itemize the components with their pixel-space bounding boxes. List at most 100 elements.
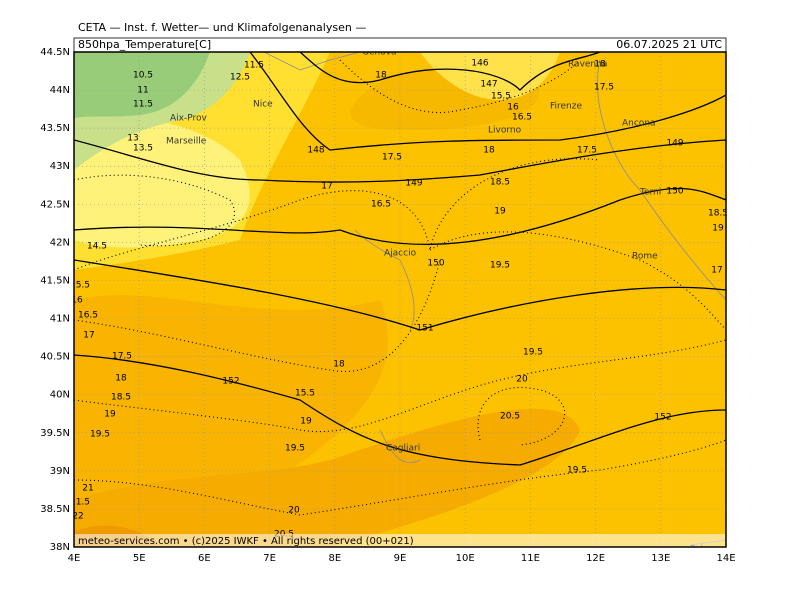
contour-label: 21.5 (70, 498, 90, 508)
contour-label: 19.5 (90, 430, 110, 440)
field-title: 850hpa_Temperature[C] (78, 38, 211, 51)
lat-label: 43N (50, 161, 70, 172)
contour-label: 13.5 (133, 144, 153, 154)
contour-label: 20 (516, 375, 528, 385)
city-label: Nice (253, 100, 273, 110)
height-contour (74, 259, 726, 331)
city-label: Firenze (550, 102, 582, 112)
map-frame (73, 51, 727, 548)
city-label: Ancona (622, 119, 656, 129)
footer: meteo-services.com • (c)2025 IWKF • All … (78, 536, 414, 547)
lat-label: 43.5N (40, 123, 70, 134)
contour-label: 19 (494, 207, 506, 217)
contour-label: 149 (666, 139, 683, 149)
contour-label: 14.5 (87, 242, 107, 252)
contour-label: 17.5 (112, 352, 132, 362)
city-label: Rome (632, 252, 658, 262)
contour-label: 18.5 (111, 393, 131, 403)
lon-label: 12E (586, 553, 605, 564)
contour-label: 18.5 (708, 209, 728, 219)
lat-label: 38N (50, 542, 70, 553)
city-label: Ajaccio (384, 249, 417, 259)
temp-contour (74, 259, 441, 372)
city-label: Terni (639, 188, 661, 198)
height-contour (74, 354, 726, 466)
contour-label: 18 (375, 71, 387, 81)
contour-label: 13 (127, 134, 138, 144)
temp-contour (339, 59, 581, 114)
lat-label: 42.5N (40, 199, 70, 210)
contour-label: 10.5 (133, 71, 153, 81)
grid (74, 52, 726, 547)
contour-label: 21 (82, 484, 93, 494)
contour-label: 148 (307, 146, 324, 156)
city-label: Genova (362, 48, 397, 58)
contour-label: 18.5 (490, 178, 510, 188)
temp-contour (74, 158, 601, 271)
temp-contour (429, 231, 726, 331)
labels: Genova Ravenna Firenze Nice Aix-Prov Marseill… (70, 48, 728, 547)
lon-label: 14E (716, 553, 735, 564)
contour-label: 17 (321, 182, 332, 192)
height-contour (74, 187, 726, 246)
contour-label: 16.5 (512, 113, 532, 123)
contour-label: 146 (471, 59, 488, 69)
contour-label: 16.5 (371, 200, 391, 210)
contour-label: 11.5 (244, 61, 264, 71)
lat-label: 39.5N (40, 428, 70, 439)
footer-strip (74, 534, 726, 547)
height-contour (299, 52, 601, 91)
lon-label: 6E (198, 553, 211, 564)
lat-label: 44N (50, 85, 70, 96)
city-label: Aix-Prov (170, 114, 208, 124)
contour-label: 19.5 (285, 444, 305, 454)
lon-label: 10E (456, 553, 475, 564)
lat-label: 38.5N (40, 504, 70, 515)
lat-label: 44.5N (40, 47, 70, 58)
contour-label: 152 (654, 413, 671, 423)
contour-label: 16 (71, 296, 83, 306)
temp-contour (477, 386, 566, 446)
contour-label: 19 (712, 224, 724, 234)
temp-contour (74, 174, 236, 247)
field-cooler (74, 116, 250, 248)
contour-label: 18 (483, 146, 495, 156)
contour-label: 16 (507, 103, 519, 113)
lat-label: 40.5N (40, 352, 70, 363)
contour-label: 11 (137, 86, 148, 96)
field-cool-n (420, 52, 560, 100)
lon-label: 9E (394, 553, 407, 564)
contour-label: 150 (666, 187, 683, 197)
contour-label: 152 (222, 377, 239, 387)
city-label: Livorno (488, 126, 522, 136)
city-label: Marseille (166, 137, 207, 147)
contour-label: 18 (333, 360, 345, 370)
contour-label: 20 (288, 506, 300, 516)
contour-label: 150 (427, 259, 444, 269)
contour-label: 19.5 (490, 261, 510, 271)
contour-label: 149 (405, 179, 422, 189)
contour-label: 151 (416, 324, 433, 334)
map-area: Genova Ravenna Firenze Nice Aix-Prov Marseill… (70, 48, 728, 547)
lon-label: 7E (263, 553, 276, 564)
lon-label: 8E (328, 553, 341, 564)
contour-label: 16.5 (78, 311, 98, 321)
lat-label: 40N (50, 390, 70, 401)
contour-label: 17 (711, 266, 722, 276)
lon-label: 11E (521, 553, 540, 564)
valid-time: 06.07.2025 21 UTC (616, 38, 722, 51)
height-contour (74, 139, 726, 183)
contour-label: 15.5 (70, 281, 90, 291)
contour-label: 22 (72, 512, 83, 522)
contour-label: 15.5 (491, 92, 511, 102)
lon-label: 13E (651, 553, 670, 564)
contour-label: 19 (300, 417, 312, 427)
city-label: Cagliari (386, 444, 420, 454)
lon-label: 5E (133, 553, 146, 564)
contour-label: 17.5 (594, 83, 614, 93)
contour-label: 19 (104, 410, 116, 420)
contour-label: 18 (115, 374, 127, 384)
lat-label: 39N (50, 466, 70, 477)
contour-label: 11.5 (133, 100, 153, 110)
